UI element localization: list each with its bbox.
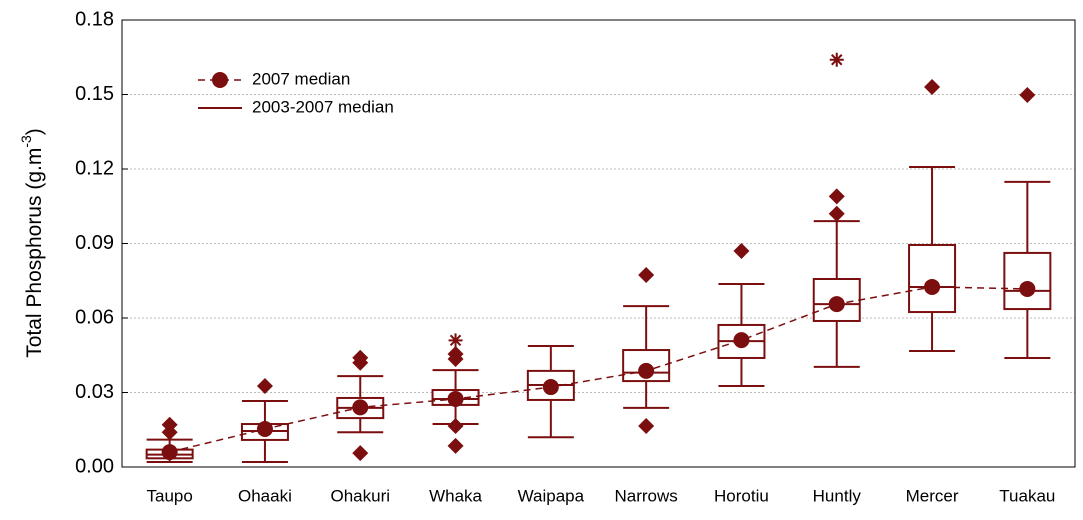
median-dot: [733, 332, 750, 349]
x-tick-label: Narrows: [615, 486, 678, 505]
outlier: [447, 418, 464, 435]
x-tick-label: Tuakau: [999, 486, 1055, 505]
x-tick-label: Waipapa: [518, 486, 585, 505]
y-label-end: ): [23, 128, 46, 135]
y-tick-label: 0.15: [75, 83, 114, 105]
median-dot: [542, 379, 559, 396]
median-dot: [924, 278, 941, 295]
median-dot: [1019, 280, 1036, 297]
outlier: [733, 242, 750, 259]
y-tick-label: 0.06: [75, 306, 114, 328]
outlier: [828, 205, 845, 222]
y-label-main: Total Phosphorus (g.m: [23, 148, 46, 358]
y-tick-label: 0.12: [75, 157, 114, 179]
outlier: [638, 267, 655, 284]
plot-border: [121, 19, 1076, 468]
y-label-sup: -3: [18, 135, 34, 148]
legend-label: 2007 median: [252, 69, 350, 88]
outlier: [447, 437, 464, 454]
median-dot: [638, 362, 655, 379]
median-dot: [352, 399, 369, 416]
legend-label: 2003-2007 median: [252, 97, 394, 116]
y-tick-label: 0.03: [75, 381, 114, 403]
x-tick-label: Taupo: [146, 486, 192, 505]
outlier: [638, 418, 655, 435]
outlier: [828, 188, 845, 205]
y-tick-label: 0.18: [75, 8, 114, 30]
x-tick-label: Horotiu: [714, 486, 769, 505]
outlier: [352, 354, 369, 371]
median-dot: [161, 444, 178, 461]
outlier: [161, 416, 178, 433]
x-tick-label: Ohakuri: [330, 486, 390, 505]
outlier: [447, 350, 464, 367]
y-tick-label: 0.09: [75, 232, 114, 254]
outlier: [256, 378, 273, 395]
y-tick-label: 0.00: [75, 455, 114, 477]
legend-dot: [212, 72, 228, 88]
x-tick-label: Ohaaki: [238, 486, 292, 505]
extreme: [829, 52, 844, 67]
outlier: [352, 445, 369, 462]
y-axis-label: Total Phosphorus (g.m-3): [18, 128, 46, 358]
x-tick-label: Whaka: [429, 486, 482, 505]
outlier: [924, 79, 941, 96]
median-line: [169, 286, 1028, 453]
extreme: [448, 333, 463, 348]
median-dot: [828, 296, 845, 313]
box: [908, 243, 957, 314]
outlier: [1019, 86, 1036, 103]
median-dot: [256, 421, 273, 438]
median-dot: [447, 390, 464, 407]
x-tick-label: Mercer: [906, 486, 959, 505]
x-tick-label: Huntly: [813, 486, 862, 505]
